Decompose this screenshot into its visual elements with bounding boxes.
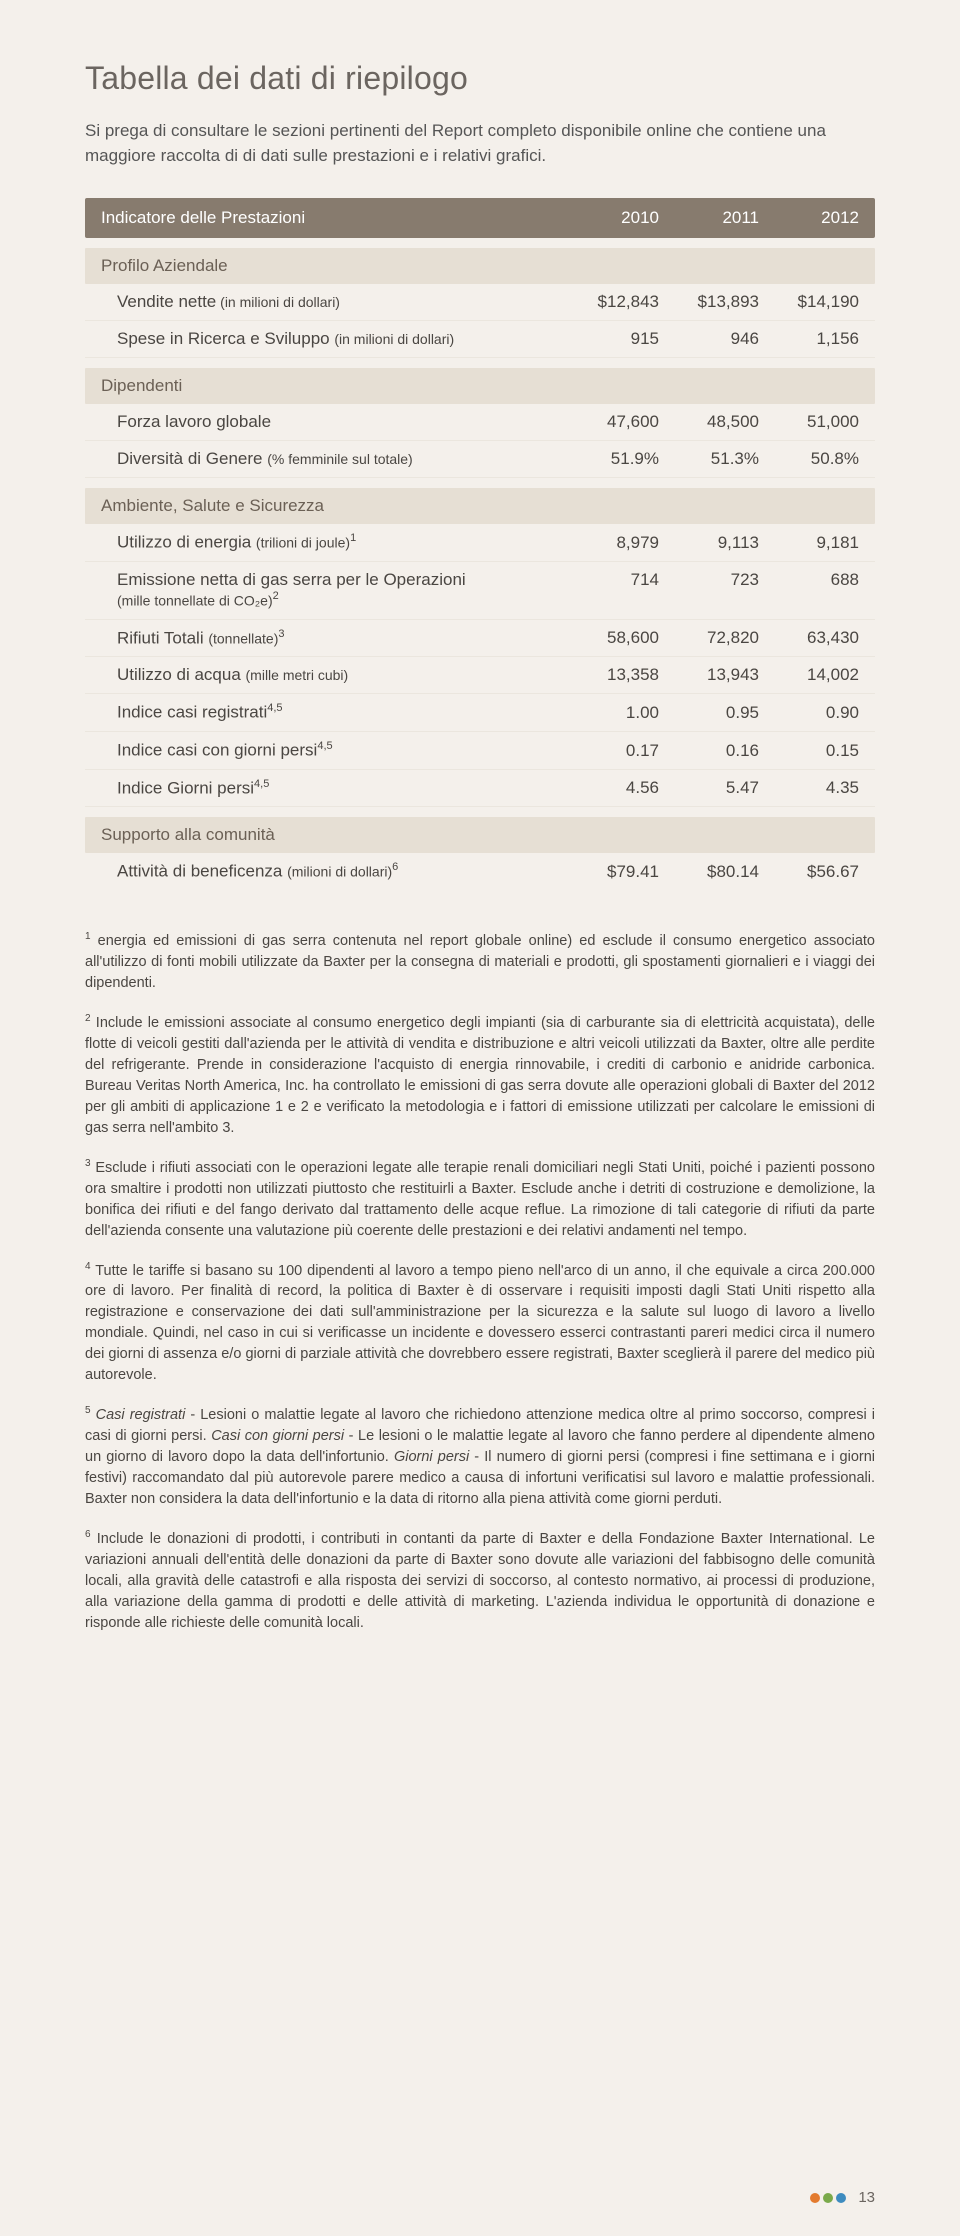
data-cell: 58,600 — [559, 628, 659, 648]
data-cell: 9,113 — [659, 533, 759, 553]
data-cell: 72,820 — [659, 628, 759, 648]
data-cell: 51,000 — [759, 412, 859, 432]
data-cell: $56.67 — [759, 862, 859, 882]
data-cell: 8,979 — [559, 533, 659, 553]
table-row: Emissione netta di gas serra per le Oper… — [85, 562, 875, 620]
row-label: Indice casi registrati4,5 — [117, 702, 559, 723]
data-cell: 1,156 — [759, 329, 859, 349]
intro-paragraph: Si prega di consultare le sezioni pertin… — [85, 119, 875, 168]
header-year-2012: 2012 — [759, 208, 859, 228]
footnotes-block: 1 energia ed emissioni di gas serra cont… — [85, 930, 875, 1634]
summary-table: Indicatore delle Prestazioni 2010 2011 2… — [85, 198, 875, 890]
footnote: 1 energia ed emissioni di gas serra cont… — [85, 930, 875, 994]
data-cell: 48,500 — [659, 412, 759, 432]
section-header: Profilo Aziendale — [85, 248, 875, 284]
data-cell: 0.17 — [559, 741, 659, 761]
data-cell: $13,893 — [659, 292, 759, 312]
data-cell: $79.41 — [559, 862, 659, 882]
table-row: Indice casi con giorni persi4,50.170.160… — [85, 732, 875, 770]
row-label: Indice Giorni persi4,5 — [117, 778, 559, 799]
section-header: Ambiente, Salute e Sicurezza — [85, 488, 875, 524]
data-cell: 47,600 — [559, 412, 659, 432]
data-cell: 915 — [559, 329, 659, 349]
data-cell: 688 — [759, 570, 859, 590]
document-page: Tabella dei dati di riepilogo Si prega d… — [0, 0, 960, 2236]
page-title: Tabella dei dati di riepilogo — [85, 60, 875, 97]
row-label: Attività di beneficenza (milioni di doll… — [117, 861, 559, 882]
data-cell: 4.56 — [559, 778, 659, 798]
header-year-2011: 2011 — [659, 208, 759, 228]
data-cell: 51.9% — [559, 449, 659, 469]
data-cell: 51.3% — [659, 449, 759, 469]
row-label: Emissione netta di gas serra per le Oper… — [117, 570, 559, 611]
header-year-2010: 2010 — [559, 208, 659, 228]
row-label: Utilizzo di energia (trilioni di joule)1 — [117, 532, 559, 553]
row-label: Spese in Ricerca e Sviluppo (in milioni … — [117, 329, 559, 349]
data-cell: 0.90 — [759, 703, 859, 723]
row-label: Indice casi con giorni persi4,5 — [117, 740, 559, 761]
data-cell: 723 — [659, 570, 759, 590]
footer-dot-1 — [810, 2193, 820, 2203]
data-cell: 0.16 — [659, 741, 759, 761]
table-row: Indice Giorni persi4,54.565.474.35 — [85, 770, 875, 808]
data-cell: 4.35 — [759, 778, 859, 798]
footer-dots — [810, 2193, 846, 2203]
table-header-row: Indicatore delle Prestazioni 2010 2011 2… — [85, 198, 875, 238]
row-label: Rifiuti Totali (tonnellate)3 — [117, 628, 559, 649]
data-cell: 13,358 — [559, 665, 659, 685]
footnote: 3 Esclude i rifiuti associati con le ope… — [85, 1157, 875, 1242]
footnote: 2 Include le emissioni associate al cons… — [85, 1012, 875, 1139]
data-cell: 5.47 — [659, 778, 759, 798]
row-label: Vendite nette (in milioni di dollari) — [117, 292, 559, 312]
footnote: 5 Casi registrati - Lesioni o malattie l… — [85, 1404, 875, 1510]
data-cell: $14,190 — [759, 292, 859, 312]
data-cell: 0.15 — [759, 741, 859, 761]
data-cell: $80.14 — [659, 862, 759, 882]
footer-dot-2 — [823, 2193, 833, 2203]
data-cell: 63,430 — [759, 628, 859, 648]
table-row: Utilizzo di energia (trilioni di joule)1… — [85, 524, 875, 562]
table-row: Utilizzo di acqua (mille metri cubi)13,3… — [85, 657, 875, 694]
data-cell: $12,843 — [559, 292, 659, 312]
header-indicator-label: Indicatore delle Prestazioni — [101, 208, 559, 228]
data-cell: 14,002 — [759, 665, 859, 685]
data-cell: 1.00 — [559, 703, 659, 723]
table-row: Indice casi registrati4,51.000.950.90 — [85, 694, 875, 732]
section-header: Dipendenti — [85, 368, 875, 404]
page-footer: 13 — [810, 2189, 875, 2206]
footnote: 4 Tutte le tariffe si basano su 100 dipe… — [85, 1260, 875, 1387]
table-row: Spese in Ricerca e Sviluppo (in milioni … — [85, 321, 875, 358]
data-cell: 9,181 — [759, 533, 859, 553]
table-row: Rifiuti Totali (tonnellate)358,60072,820… — [85, 620, 875, 658]
footnote: 6 Include le donazioni di prodotti, i co… — [85, 1528, 875, 1634]
row-label: Diversità di Genere (% femminile sul tot… — [117, 449, 559, 469]
row-label: Forza lavoro globale — [117, 412, 559, 432]
table-row: Forza lavoro globale47,60048,50051,000 — [85, 404, 875, 441]
row-label: Utilizzo di acqua (mille metri cubi) — [117, 665, 559, 685]
data-cell: 13,943 — [659, 665, 759, 685]
section-header: Supporto alla comunità — [85, 817, 875, 853]
table-row: Vendite nette (in milioni di dollari)$12… — [85, 284, 875, 321]
data-cell: 946 — [659, 329, 759, 349]
page-number: 13 — [858, 2189, 875, 2206]
data-cell: 0.95 — [659, 703, 759, 723]
table-row: Diversità di Genere (% femminile sul tot… — [85, 441, 875, 478]
data-cell: 50.8% — [759, 449, 859, 469]
footer-dot-3 — [836, 2193, 846, 2203]
table-row: Attività di beneficenza (milioni di doll… — [85, 853, 875, 890]
data-cell: 714 — [559, 570, 659, 590]
